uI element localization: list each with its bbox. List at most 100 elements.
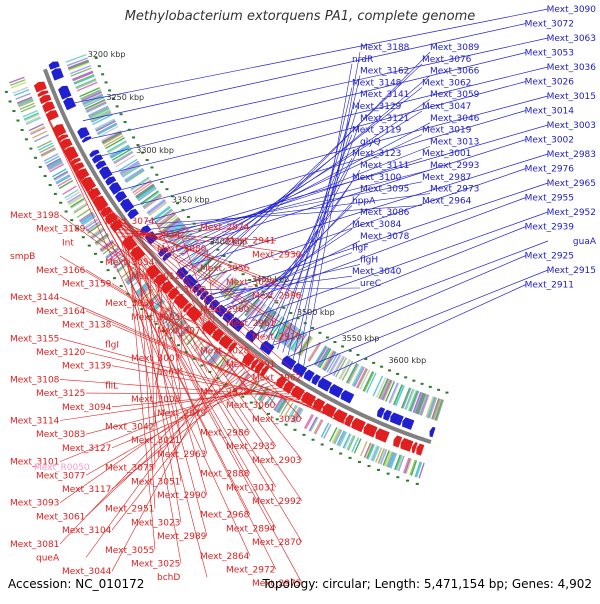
forward-gene-arrow [311,374,321,386]
ring-tick [132,136,136,139]
gene-label-forward: Mext_3015 [547,92,596,102]
cog-stripe-outer [80,213,95,224]
cog-stripe-inner [215,273,232,291]
scale-ticks [4,56,449,485]
gene-label-reverse: bchD [157,573,180,583]
cog-stripe-outer [44,155,60,165]
forward-gene-arrow [402,417,415,430]
gene-label-reverse: Mext_2910 [252,333,302,343]
cog-stripe-inner [105,137,125,150]
gene-label-reverse: Mext_3051 [131,477,180,487]
cog-stripe-outer [359,441,368,457]
label-leader [277,110,353,350]
cog-stripe-inner [95,120,116,132]
label-leader [65,155,303,461]
cog-stripe-outer [28,123,44,132]
cog-stripe-outer [70,198,85,208]
gene-label-forward: Mext_3086 [360,208,410,218]
ring-tick [208,370,212,373]
ring-tick [192,357,196,360]
cog-stripe-inner [106,140,127,153]
gene-label-reverse: fliL [105,381,118,391]
cog-stripe-inner [412,391,422,413]
cog-stripe-outer [49,163,65,173]
cog-stripe-outer [101,241,115,253]
cog-stripe-inner [297,335,311,355]
gene-label-reverse: Mext_2935 [226,442,275,452]
gene-label-reverse: Mext_3117 [62,485,111,495]
cog-stripe-outer [10,79,26,86]
cog-stripe-outer [385,451,393,467]
ring-tick [53,192,57,195]
cog-stripe-outer [12,86,29,94]
ring-tick [275,301,279,304]
gene-label-forward: hppA [352,196,376,206]
ring-tick [325,336,329,339]
gene-label-reverse: Mext_3023 [131,518,180,528]
gene-label-reverse: Mext_3083 [36,430,85,440]
label-leader [111,242,345,425]
gene-label-forward: Mext_3019 [422,126,472,136]
gene-label-reverse: Mext_3081 [10,540,59,550]
ring-tick [412,379,416,382]
ring-tick [235,267,239,270]
ring-tick [437,388,441,391]
cog-stripe-outer [225,363,237,378]
cog-stripe-inner [100,129,121,142]
cog-stripe-outer [127,273,141,286]
reverse-gene-arrow [45,110,59,122]
forward-gene-arrow [196,287,206,297]
cog-stripe-inner [395,385,405,407]
cog-stripe-inner [125,169,145,183]
label-leader [73,170,303,420]
label-leader [122,81,527,190]
gene-label-forward: Mext_3053 [525,49,574,59]
cog-stripe-inner [388,382,399,404]
gene-label-forward: Mext_2973 [430,185,479,195]
cog-stripe-inner [188,247,206,264]
cog-stripe-outer [38,142,54,151]
cog-stripe-inner [289,330,304,350]
cog-stripe-outer [137,284,151,297]
ring-tick [380,365,384,368]
cog-stripe-outer [308,416,318,432]
gene-label-forward: guaA [573,237,597,247]
cog-stripe-outer [20,105,36,113]
reverse-gene-arrow [33,81,47,93]
reverse-gene-arrow [400,438,414,452]
cog-stripe-inner [433,398,442,421]
cog-stripe-outer [53,170,68,180]
cog-stripe-inner [113,150,133,164]
cog-stripe-outer [404,458,411,474]
cog-stripe-inner [88,106,109,118]
ring-tick [284,423,288,426]
forward-gene-arrow [340,389,355,404]
gene-label-forward: flgF [352,244,369,254]
cog-stripe-inner [176,235,195,251]
scale-label: 3450 kbp [251,275,289,284]
gene-label-reverse: Mext_2991 [226,360,275,370]
cog-stripe-outer [334,429,343,445]
label-leader [187,87,423,272]
label-leader [262,146,361,339]
cog-stripe-inner [319,348,332,369]
gene-label-forward: Mext_2915 [547,266,596,276]
ring-tick [136,144,140,147]
cog-stripe-inner [404,388,414,410]
ring-tick [428,385,432,388]
gene-label-forward: Mext_2925 [525,252,574,262]
cog-stripe-outer [70,199,86,209]
cog-stripe-inner [147,200,166,215]
cog-stripe-inner [426,396,435,418]
cog-stripe-outer [85,221,100,232]
gene-label-forward: Mext_3036 [547,63,597,73]
label-leader [202,289,208,330]
label-leader [178,110,423,263]
label-leader [91,37,549,139]
cog-stripe-inner [211,269,228,287]
ring-tick [386,472,390,475]
ring-tick [97,65,101,68]
label-leader [252,169,361,331]
cog-stripe-inner [401,387,411,409]
gene-label-forward: Mext_3066 [430,67,480,77]
